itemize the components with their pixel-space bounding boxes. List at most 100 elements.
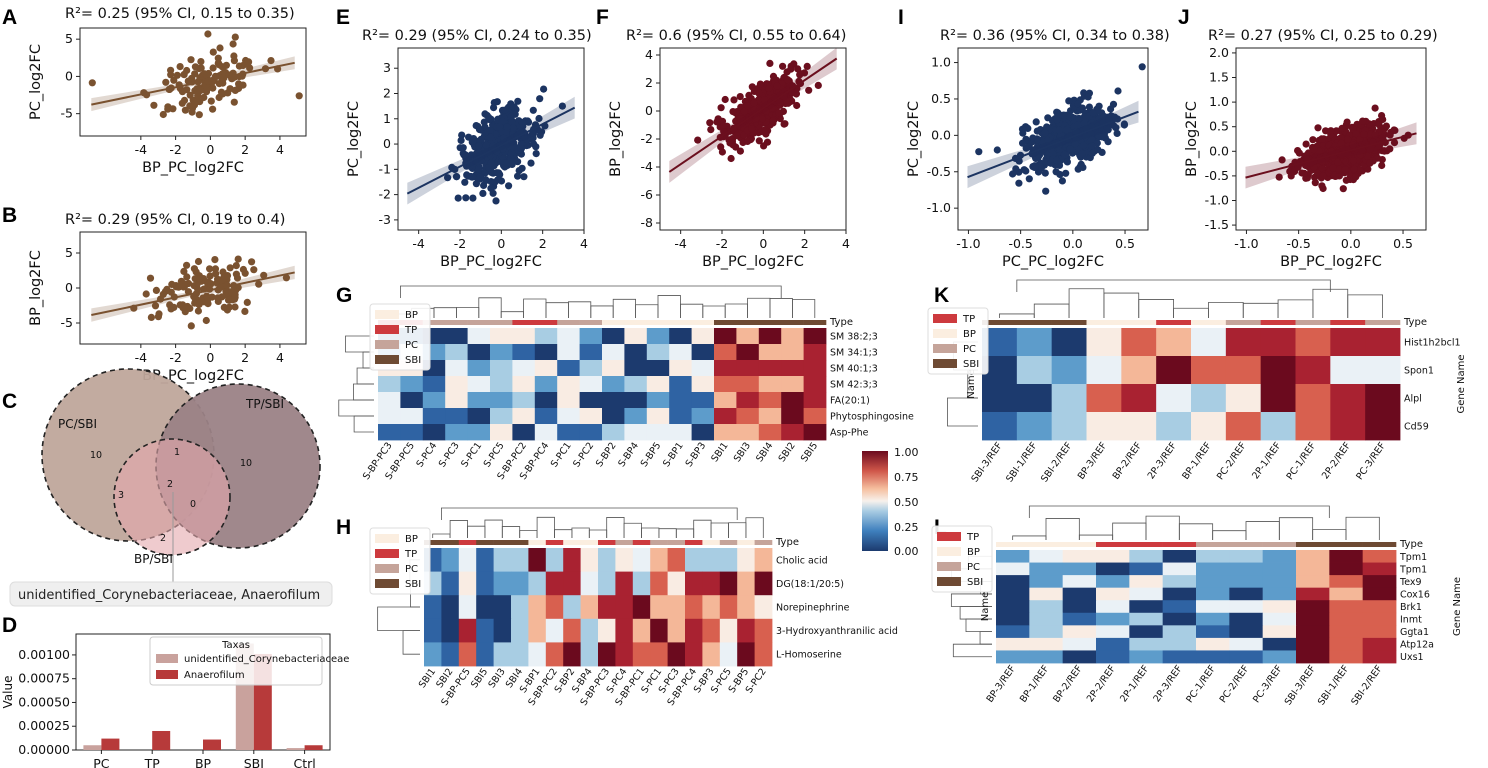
type-bar-cell xyxy=(557,320,580,325)
x-axis-label: BP_PC_log2FC xyxy=(702,254,804,270)
heatmap-cell xyxy=(441,548,460,572)
scatter-point xyxy=(230,98,238,106)
venn-count-pc-tp: 1 xyxy=(174,447,180,458)
heatmap-cell xyxy=(1062,612,1097,626)
scatter-point xyxy=(694,136,702,144)
scatter-point xyxy=(794,65,802,73)
colorbar-gradient xyxy=(862,451,888,551)
scatter-point xyxy=(527,159,535,167)
row-label: Tpm1 xyxy=(1399,552,1427,563)
col-dendrogram-link xyxy=(1068,288,1105,318)
row-label: SM 38:2;3 xyxy=(830,332,878,343)
y-tick-label: -0.5 xyxy=(1205,168,1229,183)
heatmap-cell xyxy=(982,384,1018,413)
heatmap-cell xyxy=(624,328,648,345)
scatter-point xyxy=(491,178,499,186)
scatter-point xyxy=(214,294,222,302)
scatter-point xyxy=(1352,173,1360,181)
y-tick-label: 0.00025 xyxy=(18,718,70,733)
panel-label-i: I xyxy=(898,6,904,29)
type-bar-cell xyxy=(493,540,512,545)
scatter-point xyxy=(1044,136,1052,145)
y-tick-label: -1 xyxy=(379,161,391,176)
heatmap-cell xyxy=(1229,637,1264,651)
heatmap-cell xyxy=(1365,356,1401,385)
heatmap-cell xyxy=(758,408,782,425)
scatter-point xyxy=(203,292,211,300)
scatter-point xyxy=(540,85,548,93)
legend-item-pc: PC xyxy=(405,564,418,575)
y-tick-label: 2.0 xyxy=(1209,45,1229,60)
scatter-point xyxy=(1379,115,1387,124)
col-label: 2P-2/REF xyxy=(1085,663,1118,704)
heatmap-cell xyxy=(702,548,721,572)
type-bar-cell xyxy=(490,320,513,325)
scatter-point xyxy=(793,101,801,110)
heatmap-cell xyxy=(545,548,564,572)
scatter-point xyxy=(1378,161,1386,170)
scatter-point xyxy=(461,151,469,159)
scatter-point xyxy=(482,141,490,149)
col-label: SBI-2/REF xyxy=(1349,663,1384,707)
scatter-point xyxy=(1104,126,1112,134)
heatmap-cell xyxy=(598,571,616,596)
scatter-point xyxy=(194,257,203,266)
scatter-point xyxy=(469,137,477,145)
col-dendrogram-link xyxy=(702,305,726,318)
heatmap-cell xyxy=(1029,637,1064,651)
scatter-point xyxy=(1300,169,1308,177)
type-bar-cell xyxy=(598,540,616,545)
scatter-point xyxy=(1390,139,1399,147)
scatter-point xyxy=(500,134,508,142)
type-bar-cell xyxy=(1262,542,1297,547)
heatmap-cell xyxy=(1296,600,1330,614)
panel-label-a: A xyxy=(2,6,17,29)
heatmap-cell xyxy=(580,571,599,596)
col-dendrogram-link xyxy=(710,522,729,538)
x-tick-label: 0.0 xyxy=(1341,236,1361,251)
y-axis-label: PC_log2FC xyxy=(28,44,44,120)
heatmap-cell xyxy=(1016,412,1053,441)
heatmap-cell xyxy=(1262,562,1297,576)
col-label: SBI4 xyxy=(754,440,775,464)
heatmap-cell xyxy=(1329,625,1364,639)
heatmap-cell xyxy=(781,424,804,441)
heatmap-cell xyxy=(1016,384,1053,413)
scatter-point xyxy=(88,79,96,87)
heatmap-cell xyxy=(714,376,737,393)
type-label: Type xyxy=(1403,317,1427,328)
scatter-point xyxy=(241,269,249,277)
legend-swatch xyxy=(933,344,957,353)
heatmap-cell xyxy=(669,392,692,409)
heatmap-cell xyxy=(602,360,625,377)
heatmap-cell xyxy=(490,328,513,345)
row-label: Tpm1 xyxy=(1399,564,1427,575)
heatmap-cell xyxy=(1295,384,1331,413)
heatmap-cell xyxy=(1362,637,1397,651)
scatter-point xyxy=(195,87,203,95)
heatmap-cell xyxy=(512,376,536,393)
scatter-panel-i: R²= 0.36 (95% CI, 0.34 to 0.38) -1.0 -0.5 0… xyxy=(906,28,1170,270)
heatmap-cell xyxy=(445,344,468,361)
heatmap-cell xyxy=(632,642,651,667)
type-bar-cell xyxy=(646,320,670,325)
x-tick-label: 4 xyxy=(276,350,284,365)
scatter-point xyxy=(1138,63,1146,71)
scatter-point xyxy=(1034,136,1042,144)
heatmap-cell xyxy=(736,344,760,361)
legend-swatch xyxy=(933,329,957,338)
scatter-point xyxy=(529,106,537,114)
heatmap-cell xyxy=(1086,412,1122,441)
heatmap-cell xyxy=(598,642,616,667)
col-dendrogram-link xyxy=(1312,529,1347,540)
type-bar-cell xyxy=(1096,542,1130,547)
heatmap-cell xyxy=(719,642,738,667)
col-label: PC-2/REF xyxy=(1215,440,1249,482)
heatmap-cell xyxy=(467,392,491,409)
scatter-point xyxy=(509,124,517,132)
heatmap-cell xyxy=(781,376,804,393)
legend-item-sbi: SBI xyxy=(405,579,421,590)
scatter-point xyxy=(1056,170,1064,179)
plot-frame xyxy=(397,47,585,231)
